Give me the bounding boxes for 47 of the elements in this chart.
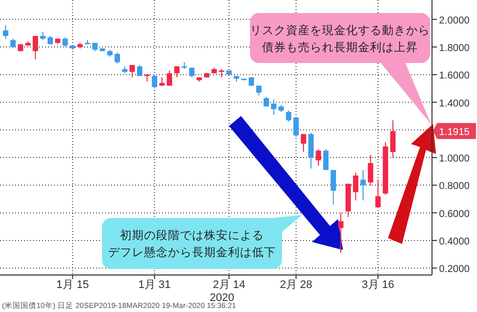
candlestick (32, 35, 38, 60)
candlestick (330, 169, 336, 206)
candlestick (271, 98, 276, 116)
candlestick (293, 116, 299, 138)
y-tick-label: 0.2000 (439, 264, 470, 276)
candlestick (323, 148, 329, 170)
candlestick (10, 38, 16, 49)
candlestick (256, 85, 262, 96)
annotation: リスク資産を現金化する動きから (250, 23, 430, 37)
y-tick-label: 2.0000 (439, 15, 470, 26)
annotation: デフレ懸念から長期金利は低下 (108, 246, 276, 259)
candlestick (264, 96, 269, 107)
candlestick (300, 134, 306, 153)
x-tick-label: 1月 15 (56, 279, 89, 291)
callout: リスク資産を現金化する動きから 債券も売られ長期金利は上昇 (250, 13, 431, 124)
candlestick (316, 148, 322, 166)
candlestick (114, 52, 120, 64)
candlestick (62, 36, 68, 48)
candlestick (352, 172, 358, 201)
annotation: 初期の段階では株安による (120, 228, 264, 242)
price-tag: 1.1915 (433, 123, 476, 139)
callout: 初期の段階では株安による デフレ懸念から長期金利は低下 (102, 215, 302, 269)
x-tick-label: 1月 31 (138, 279, 171, 291)
x-tick-label: 2月 14 (212, 279, 246, 291)
x-tick-label: 3月 16 (362, 279, 394, 291)
candlestick (368, 154, 374, 186)
y-tick-label: 1.4000 (439, 98, 470, 110)
candlestick (166, 70, 172, 86)
candlestick (390, 120, 396, 158)
annotation: 債券も売られ長期金利は上昇 (262, 41, 418, 54)
y-tick-label: 0.8000 (439, 181, 470, 192)
y-tick-label: 1.0000 (439, 154, 470, 165)
candlestick (360, 169, 366, 201)
candlestick (2, 24, 8, 40)
y-tick-label: 0.4000 (439, 236, 470, 248)
x-axis-title: 2020 (210, 292, 234, 304)
candlestick (338, 212, 344, 254)
candlestick (130, 64, 135, 78)
candlestick (286, 110, 292, 122)
candlestick (308, 132, 314, 170)
x-tick-label: 2月 28 (280, 279, 312, 291)
candlestick (152, 76, 158, 89)
y-tick-label: 0.6000 (439, 208, 470, 220)
candlestick (189, 67, 194, 78)
y-tick-label: 1.8000 (439, 42, 470, 54)
candlestick (375, 179, 381, 208)
y-tick-label: 1.6000 (439, 70, 470, 82)
